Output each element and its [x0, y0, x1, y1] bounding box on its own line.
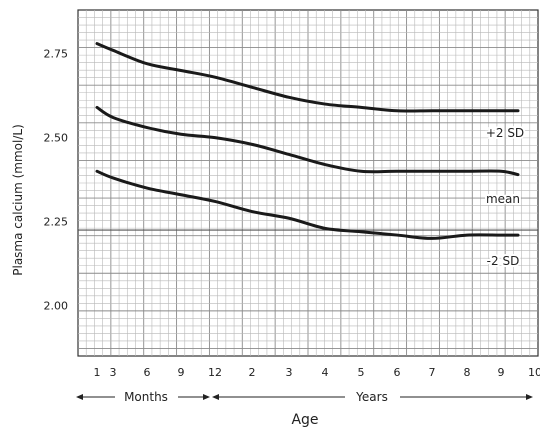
series-label: -2 SD	[487, 254, 520, 268]
months-arrowhead-right	[203, 394, 210, 400]
x-tick-label: 9	[498, 366, 505, 379]
y-tick-label: 2.75	[44, 48, 69, 61]
y-tick-label: 2.25	[44, 216, 69, 229]
x-axis-ticks: 1 3 6 9 12 2 3 4 5 6 7 8 9 10	[94, 366, 540, 379]
x-tick-label: 10	[528, 366, 540, 379]
x-tick-label: 6	[144, 366, 151, 379]
series-line	[95, 42, 520, 113]
series-label: +2 SD	[486, 126, 524, 140]
years-group: Years	[212, 390, 533, 404]
x-tick-label: 3	[286, 366, 293, 379]
x-tick-label: 5	[358, 366, 365, 379]
series-line	[95, 169, 520, 240]
months-group: Months	[76, 390, 210, 404]
years-arrowhead-right	[526, 394, 533, 400]
x-tick-label: 1	[94, 366, 101, 379]
x-tick-label: 4	[322, 366, 329, 379]
y-axis-ticks: 2.00 2.25 2.50 2.75	[44, 48, 69, 313]
y-tick-label: 2.50	[44, 132, 69, 145]
x-tick-label: 2	[249, 366, 256, 379]
y-axis-label: Plasma calcium (mmol/L)	[11, 124, 25, 276]
x-axis-label: Age	[291, 412, 318, 428]
x-tick-label: 6	[394, 366, 401, 379]
months-arrowhead-left	[76, 394, 83, 400]
series-lines	[95, 42, 520, 240]
x-tick-label: 9	[178, 366, 185, 379]
series-labels: +2 SD mean -2 SD	[484, 124, 526, 270]
y-tick-label: 2.00	[44, 300, 69, 313]
x-tick-label: 3	[110, 366, 117, 379]
x-tick-label: 12	[208, 366, 222, 379]
grid	[77, 9, 539, 357]
months-label: Months	[124, 390, 168, 404]
x-tick-label: 8	[464, 366, 471, 379]
x-tick-label: 7	[429, 366, 436, 379]
years-label: Years	[355, 390, 388, 404]
series-label: mean	[486, 192, 520, 206]
series-line	[95, 105, 520, 177]
